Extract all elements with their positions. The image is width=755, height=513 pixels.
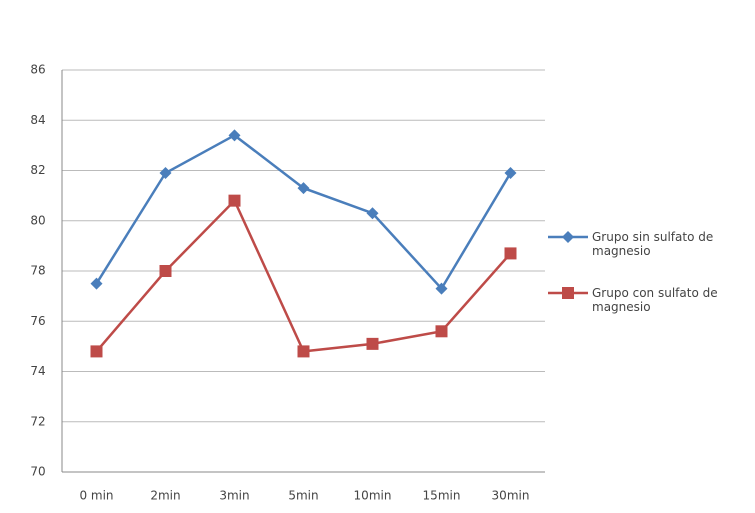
point (160, 167, 172, 179)
y-tick-label: 82 (30, 163, 45, 177)
page: 70 72 74 76 78 80 82 84 86 0 min 2min 3min 5min 10min… (0, 0, 755, 513)
point (505, 247, 517, 259)
legend-label: Grupo con sulfato de magnesio (592, 286, 753, 314)
y-tick-label: 80 (30, 213, 45, 227)
x-tick-label: 2min (150, 489, 180, 503)
y-tick-label: 70 (30, 465, 45, 479)
y-tick-label: 76 (30, 314, 45, 328)
legend-label: Grupo sin sulfato de magnesio (592, 230, 753, 258)
series-line (97, 135, 511, 288)
legend-item: Grupo con sulfato de magnesio (548, 286, 753, 314)
x-tick-label: 5min (288, 489, 318, 503)
y-tick-label: 86 (30, 63, 45, 77)
legend-swatch (548, 230, 588, 244)
legend-item: Grupo sin sulfato de magnesio (548, 230, 753, 258)
y-tick-label: 78 (30, 264, 45, 278)
x-tick-label: 3min (219, 489, 249, 503)
legend-swatch (548, 286, 588, 300)
point (91, 278, 103, 290)
x-tick-label: 30min (492, 489, 530, 503)
y-tick-label: 74 (30, 364, 45, 378)
x-tick-label: 15min (423, 489, 461, 503)
point (160, 265, 172, 277)
point (436, 325, 448, 337)
point (505, 167, 517, 179)
y-tick-label: 84 (30, 113, 45, 127)
point (298, 345, 310, 357)
x-tick-label: 0 min (79, 489, 113, 503)
y-tick-label: 72 (30, 414, 45, 428)
point (91, 345, 103, 357)
point (367, 338, 379, 350)
point (229, 195, 241, 207)
x-tick-label: 10min (354, 489, 392, 503)
